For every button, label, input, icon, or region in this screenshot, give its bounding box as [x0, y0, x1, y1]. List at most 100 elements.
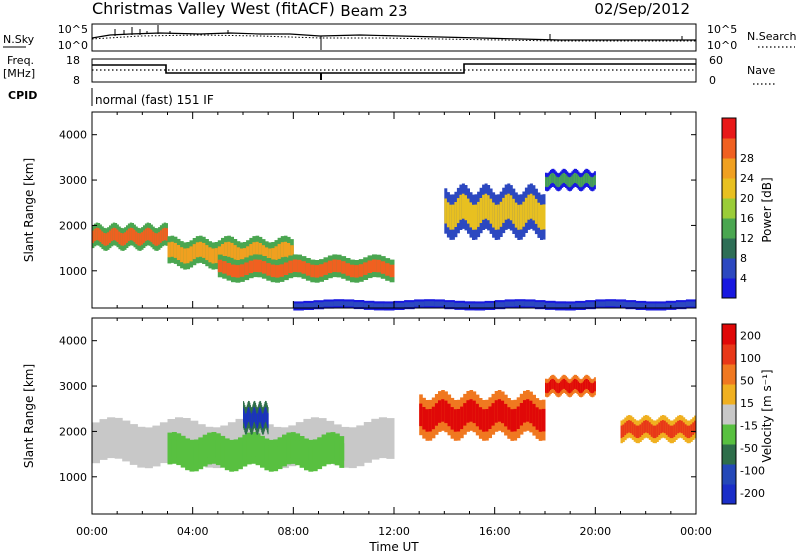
heatmap-cell — [246, 412, 248, 428]
velocity-panel: 1000 2000 3000 4000 Slant Range [km] — [22, 317, 697, 515]
heatmap-cell — [122, 429, 131, 453]
heatmap-cell — [92, 230, 95, 243]
heatmap-cell — [573, 172, 576, 183]
heatmap-cell — [575, 173, 577, 183]
heatmap-cell — [637, 425, 640, 439]
heatmap-cell — [299, 443, 305, 461]
heatmap-cell — [161, 228, 165, 242]
heatmap-cell — [551, 172, 554, 183]
heatmap-cell — [253, 408, 255, 424]
heatmap-cell — [591, 383, 594, 394]
heatmap-cell — [469, 399, 474, 422]
heatmap-cell — [246, 246, 250, 262]
heatmap-cell — [563, 378, 566, 389]
heatmap-cell — [326, 439, 331, 458]
heatmap-cell — [663, 420, 667, 434]
heatmap-cell — [585, 172, 588, 183]
heatmap-cell — [202, 242, 206, 258]
heatmap-cell — [584, 173, 586, 184]
freq-tick-top: 18 — [66, 54, 80, 67]
heatmap-cell — [512, 198, 516, 224]
heatmap-cell — [527, 194, 531, 220]
noise-left-tick-bottom: 10^0 — [58, 39, 88, 52]
heatmap-cell — [560, 175, 562, 186]
heatmap-cell — [592, 176, 595, 187]
heatmap-cell — [456, 409, 461, 432]
heatmap-cell — [283, 241, 288, 257]
heatmap-cell — [510, 409, 514, 432]
heatmap-cell — [258, 410, 260, 426]
y-tick-label: 3000 — [59, 380, 87, 393]
heatmap-cell — [494, 400, 499, 423]
heatmap-cell — [461, 193, 465, 219]
heatmap-cell — [230, 242, 234, 258]
heatmap-cell — [565, 174, 567, 184]
heatmap-cell — [372, 259, 377, 272]
colorbar-tick-label: -50 — [740, 442, 758, 455]
heatmap-cell — [323, 262, 329, 275]
heatmap-cell — [358, 264, 364, 277]
heatmap-cell — [615, 301, 627, 307]
heatmap-cell — [180, 247, 184, 263]
heatmap-cell — [185, 445, 190, 463]
heatmap-cell — [444, 302, 455, 308]
colorbar-swatch — [722, 464, 736, 485]
heatmap-cell — [529, 193, 533, 219]
colorbar-tick-label: 24 — [740, 172, 754, 185]
heatmap-cell — [107, 426, 116, 449]
heatmap-cell — [548, 175, 551, 186]
heatmap-cell — [548, 381, 551, 392]
heatmap-cell — [645, 303, 657, 309]
heatmap-cell — [259, 407, 261, 422]
heatmap-cell — [133, 229, 136, 243]
heatmap-cell — [414, 301, 425, 307]
heatmap-cell — [464, 195, 468, 221]
heatmap-cell — [103, 233, 106, 246]
heatmap-cell — [692, 422, 695, 435]
heatmap-cell — [310, 264, 316, 278]
heatmap-cell — [690, 424, 693, 437]
heatmap-cell — [567, 382, 570, 393]
heatmap-cell — [105, 233, 108, 246]
heatmap-cell — [159, 431, 168, 454]
heatmap-cell — [474, 303, 486, 309]
heatmap-cell — [367, 260, 373, 273]
heatmap-cell — [256, 413, 258, 429]
heatmap-cell — [245, 413, 247, 429]
heatmap-cell — [215, 440, 221, 458]
heatmap-cell — [310, 426, 319, 449]
heatmap-cell — [137, 233, 140, 246]
nave-tick-bottom: 0 — [709, 74, 716, 87]
heatmap-cell — [558, 382, 561, 393]
heatmap-cell — [341, 261, 347, 274]
heatmap-cell — [546, 177, 549, 188]
heatmap-cell — [227, 241, 231, 257]
heatmap-cell — [257, 259, 263, 273]
heatmap-cell — [156, 233, 159, 246]
heatmap-cell — [330, 439, 336, 457]
velocity-colorbar-title: Velocity [m s⁻¹] — [760, 369, 774, 462]
heatmap-cell — [385, 263, 391, 276]
heatmap-cell — [373, 303, 385, 309]
heatmap-cell — [290, 439, 296, 457]
heatmap-cell — [431, 406, 436, 430]
heatmap-cell — [447, 403, 452, 427]
heatmap-cell — [570, 176, 572, 187]
heatmap-cell — [572, 173, 575, 184]
heatmap-cell — [231, 264, 236, 278]
heatmap-cell — [568, 177, 571, 188]
heatmap-cell — [485, 409, 489, 432]
heatmap-cell — [198, 444, 204, 463]
heatmap-cell — [584, 379, 586, 390]
noise-panel: N.Sky 10^5 10^0 10^5 10^0 N.Search — [3, 23, 797, 52]
heatmap-cell — [502, 197, 506, 223]
noise-right-tick-top: 10^5 — [707, 23, 737, 36]
heatmap-cell — [126, 230, 129, 243]
heatmap-cell — [626, 420, 629, 434]
velocity-y-axis: 1000 2000 3000 4000 — [59, 335, 696, 484]
heatmap-cell — [671, 425, 674, 439]
heatmap-cell — [254, 407, 256, 423]
heatmap-cell — [648, 422, 652, 435]
freq-label-line1: Freq. — [7, 54, 34, 67]
